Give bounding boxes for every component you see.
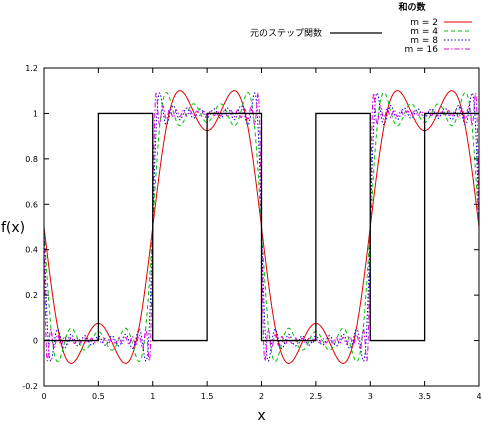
series-line-m8 [44,92,479,362]
legend-label-m2: m = 2 [410,18,438,28]
y-tick-label: 1 [33,109,38,118]
y-tick-label: 0.2 [25,291,38,300]
legend-title: 和の数 [397,1,426,13]
legend: 和の数 元のステップ関数 m = 2m = 4m = 8m = 16 [250,1,472,55]
legend-label-m8: m = 8 [410,36,438,46]
legend-label-m4: m = 4 [410,27,438,37]
y-axis-label: f(x) [1,220,25,236]
x-tick-label: 2.5 [310,392,323,401]
x-tick-label: 4 [476,392,481,401]
y-tick-label: 1.2 [25,64,38,73]
x-tick-label: 1 [150,392,155,401]
x-tick-label: 0 [41,392,46,401]
y-tick-label: 0.6 [25,200,38,209]
x-tick-label: 3 [368,392,373,401]
x-axis-label: x [257,408,265,424]
legend-label-step-function: 元のステップ関数 [250,27,322,39]
series-layer [44,90,479,364]
legend-label-m16: m = 16 [405,45,439,55]
x-tick-label: 2 [259,392,264,401]
y-tick-label: 0.4 [25,246,38,255]
x-tick-label: 3.5 [418,392,431,401]
y-tick-label: -0.2 [22,382,38,391]
series-line-step-function [44,112,479,342]
y-tick-label: 0.8 [25,155,38,164]
x-tick-label: 0.5 [92,392,105,401]
x-tick-label: 1.5 [201,392,214,401]
ticks-layer: 0 0.5 1 1.5 2 2.5 3 3.5 4-0.200.20.40.60.811.2 [22,64,481,401]
y-tick-label: 0 [33,337,38,346]
